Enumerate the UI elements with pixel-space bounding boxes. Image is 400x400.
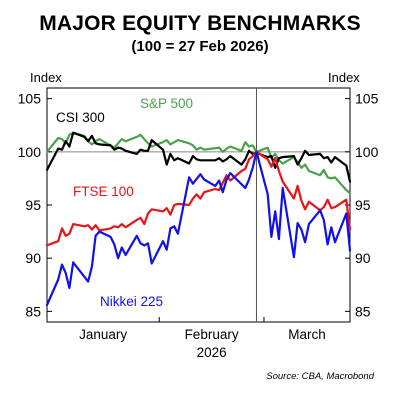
series-lines (45, 131, 352, 307)
x-tick-label: January (79, 327, 127, 342)
x-tick-label: March (288, 327, 326, 342)
series-label-s-p-500: S&P 500 (140, 96, 193, 111)
series-label-csi-300: CSI 300 (56, 110, 105, 125)
chart-title: MAJOR EQUITY BENCHMARKS (39, 12, 361, 35)
y-tick-label-left: 105 (18, 91, 42, 107)
series-labels: S&P 500 CSI 300 FTSE 100 Nikkei 225 (56, 96, 193, 309)
y-axis-label-right: Index (328, 70, 360, 85)
series-line-nikkei-225 (45, 150, 352, 307)
y-tick-label-right: 85 (355, 303, 371, 319)
y-tick-label-right: 105 (355, 91, 379, 107)
y-axis-label-left: Index (30, 70, 62, 85)
x-axis-year-label: 2026 (197, 345, 227, 360)
y-tick-label-right: 90 (355, 250, 371, 266)
y-tick-label-left: 85 (25, 303, 41, 319)
y-tick-label-left: 95 (25, 197, 41, 213)
source-note: Source: CBA, Macrobond (266, 371, 374, 382)
y-tick-label-left: 90 (25, 250, 41, 266)
y-tick-label-left: 100 (18, 144, 42, 160)
chart-subtitle: (100 = 27 Feb 2026) (131, 38, 269, 55)
series-line-s-p-500 (45, 131, 352, 195)
series-label-ftse-100: FTSE 100 (73, 184, 134, 199)
x-tick-label: February (185, 327, 239, 342)
y-tick-label-right: 100 (355, 144, 379, 160)
y-tick-label-right: 95 (355, 197, 371, 213)
series-line-ftse-100 (45, 150, 352, 247)
series-line-csi-300 (45, 131, 352, 183)
series-label-nikkei-225: Nikkei 225 (100, 294, 163, 309)
